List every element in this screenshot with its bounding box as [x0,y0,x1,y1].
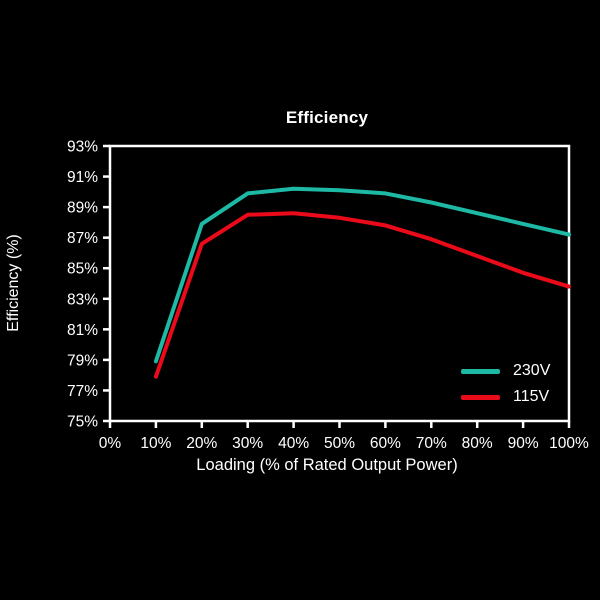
x-axis-title: Loading (% of Rated Output Power) [196,456,458,474]
y-tick-label: 89% [67,200,98,217]
y-tick-label: 91% [67,169,98,186]
y-tick-label: 93% [67,139,98,156]
legend-item-230v: 230V [461,362,550,380]
legend-swatch-115v-icon [461,394,500,400]
x-axis-ticks: 0% 10% 20% 30% 40% 50% 60% 70% 80% 90% 100% [99,421,589,452]
y-tick-label: 85% [67,261,98,278]
x-tick-label: 80% [462,435,493,452]
legend-label-230v: 230V [513,362,551,379]
legend-label-115v: 115V [513,388,550,405]
y-tick-label: 83% [67,291,98,308]
y-tick-label: 81% [67,322,98,339]
x-tick-label: 100% [549,435,589,452]
x-tick-label: 70% [416,435,447,452]
x-tick-label: 20% [186,435,217,452]
x-tick-label: 0% [99,435,122,452]
y-tick-label: 75% [67,414,98,431]
legend-swatch-230v-icon [461,368,500,374]
x-tick-label: 50% [324,435,355,452]
x-tick-label: 40% [278,435,309,452]
y-tick-label: 79% [67,352,98,369]
x-tick-label: 60% [370,435,401,452]
x-tick-label: 10% [140,435,171,452]
series-line-115v [153,211,571,379]
y-axis-ticks: 75% 77% 79% 81% 83% 85% 87% 89% 91% 93% [67,139,110,431]
y-tick-label: 77% [67,383,98,400]
x-tick-label: 30% [232,435,263,452]
legend-item-115v: 115V [461,388,550,406]
legend: 230V 115V [461,362,550,406]
series-line-230v [153,186,571,364]
y-tick-label: 87% [67,230,98,247]
x-tick-label: 90% [508,435,539,452]
chart-title: Efficiency [285,108,369,127]
